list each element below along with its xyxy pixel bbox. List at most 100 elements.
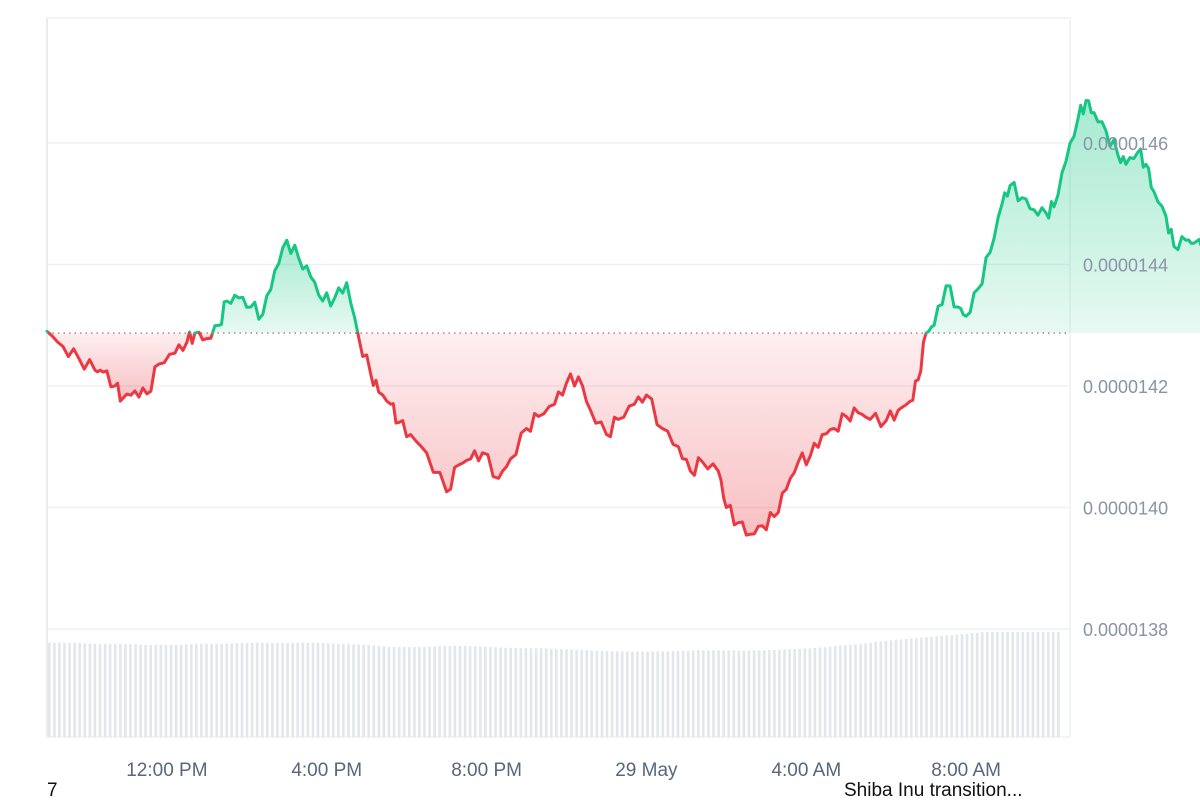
volume-bar: [200, 643, 203, 737]
x-tick-label: 12:00 PM: [126, 760, 207, 781]
volume-bar: [68, 642, 71, 737]
volume-bar: [433, 646, 436, 737]
volume-bar: [889, 640, 893, 737]
price-areas: [47, 100, 1200, 536]
volume-bar: [544, 648, 548, 737]
price-line-down: [356, 331, 928, 537]
volume-bar: [641, 651, 644, 737]
volume-bar: [1016, 632, 1019, 737]
volume-bar: [1021, 632, 1025, 737]
volume-bar: [646, 651, 649, 737]
volume-bars: [48, 632, 1060, 737]
volume-bar: [377, 645, 381, 737]
area-above-baseline: [212, 240, 358, 334]
volume-bar: [195, 643, 198, 737]
volume-bar: [615, 651, 619, 737]
volume-bar: [230, 643, 234, 737]
volume-bar: [225, 643, 229, 737]
volume-bar: [392, 647, 396, 737]
volume-bar: [636, 651, 639, 737]
volume-bar: [129, 644, 132, 737]
volume-bar: [479, 646, 482, 737]
volume-bar: [879, 641, 883, 737]
volume-bar: [915, 638, 918, 737]
volume-bar: [169, 645, 173, 737]
volume-bar: [534, 648, 538, 737]
volume-bar: [164, 645, 168, 737]
volume-bar: [387, 646, 391, 737]
volume-bar: [894, 639, 898, 737]
volume-bar: [113, 643, 117, 737]
volume-bar: [53, 642, 56, 737]
volume-bar: [215, 643, 218, 737]
volume-bar: [722, 650, 725, 737]
volume-bar: [261, 642, 264, 737]
volume-bar: [884, 640, 888, 737]
volume-bar: [271, 642, 274, 737]
volume-bar: [519, 648, 523, 737]
volume-bar: [281, 642, 284, 737]
volume-bar: [631, 651, 634, 737]
volume-bar: [920, 637, 923, 737]
volume-bar: [453, 646, 457, 737]
volume-bar: [965, 633, 969, 737]
footer-news-link[interactable]: Shiba Inu transition...: [844, 780, 1023, 801]
volume-bar: [595, 650, 599, 737]
price-line: [45, 99, 1200, 537]
volume-bar: [134, 644, 137, 737]
volume-bar: [321, 643, 325, 737]
volume-bar: [752, 650, 756, 737]
footer-left-text: 7: [47, 780, 58, 801]
volume-bar: [190, 644, 193, 737]
volume-bar: [828, 646, 832, 737]
volume-bar: [849, 644, 852, 737]
volume-bar: [514, 648, 518, 737]
volume-bar: [347, 644, 350, 737]
volume-bar: [73, 642, 76, 737]
volume-bar: [950, 635, 954, 737]
volume-bar: [63, 642, 66, 737]
volume-bar: [773, 649, 776, 737]
volume-bar: [874, 642, 878, 737]
volume-bar: [240, 643, 244, 737]
volume-bar: [691, 650, 695, 737]
volume-bar: [864, 643, 867, 737]
volume-bar: [935, 636, 938, 737]
volume-bar: [352, 644, 355, 737]
volume-bar: [463, 646, 467, 737]
volume-bar: [58, 642, 61, 737]
volume-bar: [1031, 632, 1035, 737]
volume-bar: [925, 637, 928, 737]
volume-bar: [975, 632, 979, 737]
volume-bar: [899, 639, 903, 737]
volume-bar: [788, 649, 791, 737]
volume-bar: [600, 650, 604, 737]
volume-bar: [1036, 632, 1040, 737]
volume-bar: [712, 650, 715, 737]
volume-bar: [697, 650, 700, 737]
volume-bar: [108, 643, 112, 737]
volume-bar: [737, 650, 741, 737]
volume-bar: [651, 651, 654, 737]
volume-bar: [337, 643, 340, 737]
volume-bar: [306, 642, 310, 737]
volume-bar: [560, 649, 563, 737]
volume-bar: [1046, 632, 1050, 737]
volume-bar: [778, 649, 781, 737]
volume-bar: [681, 650, 685, 737]
volume-bar: [1001, 632, 1004, 737]
volume-bar: [484, 646, 487, 737]
volume-bar: [301, 642, 305, 737]
volume-bar: [539, 648, 543, 737]
volume-bar: [854, 644, 857, 737]
volume-bar: [996, 632, 999, 737]
volume-bar: [489, 647, 492, 737]
volume-bar: [509, 647, 512, 737]
volume-bar: [78, 643, 81, 737]
volume-bar: [707, 650, 710, 737]
volume-bar: [159, 645, 163, 737]
volume-bar: [504, 647, 507, 737]
price-line-up: [924, 99, 1200, 335]
volume-bar: [732, 650, 736, 737]
volume-bar: [940, 635, 943, 737]
